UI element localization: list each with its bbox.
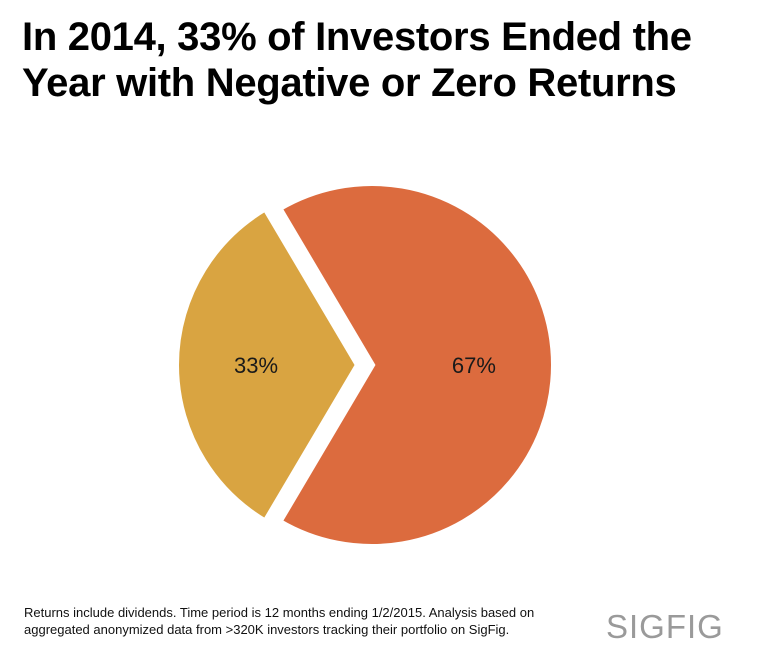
slice-label-1: 33% — [234, 353, 278, 378]
footnote: Returns include dividends. Time period i… — [24, 604, 594, 638]
chart-title: In 2014, 33% of Investors Ended the Year… — [22, 14, 742, 106]
slice-label-2: 67% — [452, 353, 496, 378]
pie-slice-2 — [275, 180, 557, 550]
pie-chart: 33% 67% — [173, 180, 557, 550]
pie-slice-1 — [173, 204, 362, 526]
title-line-1: In 2014, 33% of Investors Ended the — [22, 15, 692, 59]
footnote-line-1: Returns include dividends. Time period i… — [24, 605, 535, 620]
footnote-line-2: aggregated anonymized data from >320K in… — [24, 622, 510, 637]
pie-chart-area: 33% 67% — [0, 150, 760, 590]
title-line-2: Year with Negative or Zero Returns — [22, 61, 677, 105]
sigfig-logo: SIGFIG — [606, 608, 724, 645]
